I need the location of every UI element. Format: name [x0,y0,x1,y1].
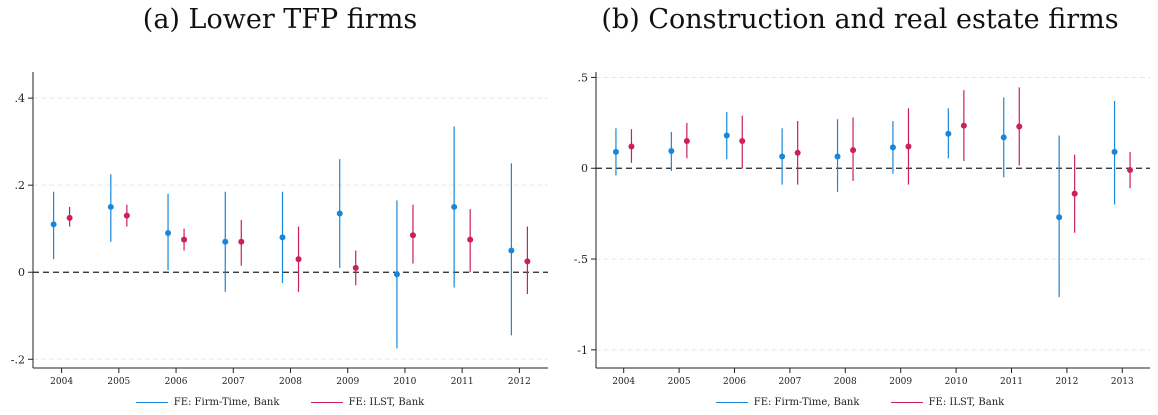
legend-label-firm-time: FE: Firm-Time, Bank [753,397,860,408]
x-tick-label: 2007 [778,377,801,387]
point-ilst [352,264,359,271]
x-tick-label: 2008 [279,377,302,387]
point-ilst [905,143,912,150]
x-tick-label: 2012 [508,377,531,387]
y-tick-label: 0 [581,162,588,175]
x-tick-label: 2004 [50,377,73,387]
x-tick-label: 2010 [393,377,416,387]
point-ilst [66,214,73,221]
point-ilst [794,149,801,156]
legend: FE: Firm-Time, Bank FE: ILST, Bank [562,397,1158,408]
point-firm-time [834,153,841,160]
point-firm-time [222,238,229,245]
x-tick-label: 2012 [1055,377,1078,387]
legend-item-firm-time: FE: Firm-Time, Bank [135,397,280,408]
y-tick-label: .2 [15,179,26,192]
point-firm-time [1056,214,1063,221]
legend-item-ilst: FE: ILST, Bank [310,397,425,408]
point-firm-time [1000,134,1007,141]
legend-swatch-red [890,402,923,403]
y-tick-label: -.5 [574,253,588,266]
y-tick-label: 0 [18,266,25,279]
x-tick-label: 2009 [336,377,359,387]
point-firm-time [50,221,57,228]
point-ilst [181,236,188,243]
legend-label-ilst: FE: ILST, Bank [348,397,425,408]
x-tick-label: 2011 [451,377,474,387]
x-tick-label: 2008 [834,377,857,387]
x-tick-label: 2011 [1000,377,1023,387]
point-ilst [960,122,967,129]
point-ilst [850,147,857,154]
point-firm-time [393,271,400,278]
panel-b: (b) Construction and real estate firms -… [562,0,1158,415]
legend-swatch-red [310,402,343,403]
point-ilst [295,256,302,263]
point-firm-time [612,148,619,155]
legend-label-ilst: FE: ILST, Bank [928,397,1005,408]
point-ilst [683,138,690,145]
point-firm-time [279,234,286,241]
point-ilst [409,232,416,239]
point-firm-time [107,203,114,210]
point-ilst [238,238,245,245]
x-tick-label: 2006 [723,377,746,387]
x-tick-label: 2009 [889,377,912,387]
point-firm-time [1111,148,1118,155]
point-firm-time [165,230,172,237]
x-tick-label: 2013 [1111,377,1134,387]
y-tick-label: -1 [577,344,588,357]
legend-item-firm-time: FE: Firm-Time, Bank [715,397,860,408]
point-ilst [123,212,130,219]
point-ilst [467,236,474,243]
chart-a: -.2 0 .2 .4 2004 2005 2006 2007 2008 2009 2010 2011… [11,72,548,387]
x-tick-label: 2006 [165,377,188,387]
panel-a: (a) Lower TFP firms -.2 0 .2 .4 2004 2005 2006… [0,0,560,415]
point-ilst [739,138,746,145]
chart-b: -1 -.5 0 .5 2004 2005 2006 2007 2008 2009 2010 2011… [574,71,1150,387]
chart-title: (b) Construction and real estate firms [601,4,1119,35]
legend-item-ilst: FE: ILST, Bank [890,397,1005,408]
x-tick-label: 2005 [668,377,691,387]
y-tick-label: .4 [15,92,26,105]
chart-title: (a) Lower TFP firms [142,4,418,35]
point-firm-time [451,203,458,210]
point-firm-time [336,210,343,217]
x-tick-label: 2004 [612,377,635,387]
point-firm-time [668,147,675,154]
point-ilst [1071,190,1078,197]
point-ilst [524,258,531,265]
point-firm-time [508,247,515,254]
x-tick-label: 2007 [222,377,245,387]
legend-swatch-blue [135,402,168,403]
point-ilst [1016,123,1023,130]
legend: FE: Firm-Time, Bank FE: ILST, Bank [0,397,560,408]
x-tick-label: 2010 [945,377,968,387]
point-firm-time [723,132,730,139]
point-firm-time [779,153,786,160]
x-tick-label: 2005 [107,377,130,387]
point-ilst [628,143,635,150]
y-tick-label: .5 [578,71,589,84]
legend-label-firm-time: FE: Firm-Time, Bank [173,397,280,408]
point-firm-time [945,130,952,137]
y-tick-label: -.2 [11,353,25,366]
point-firm-time [889,144,896,151]
point-ilst [1127,167,1134,174]
legend-swatch-blue [715,402,748,403]
